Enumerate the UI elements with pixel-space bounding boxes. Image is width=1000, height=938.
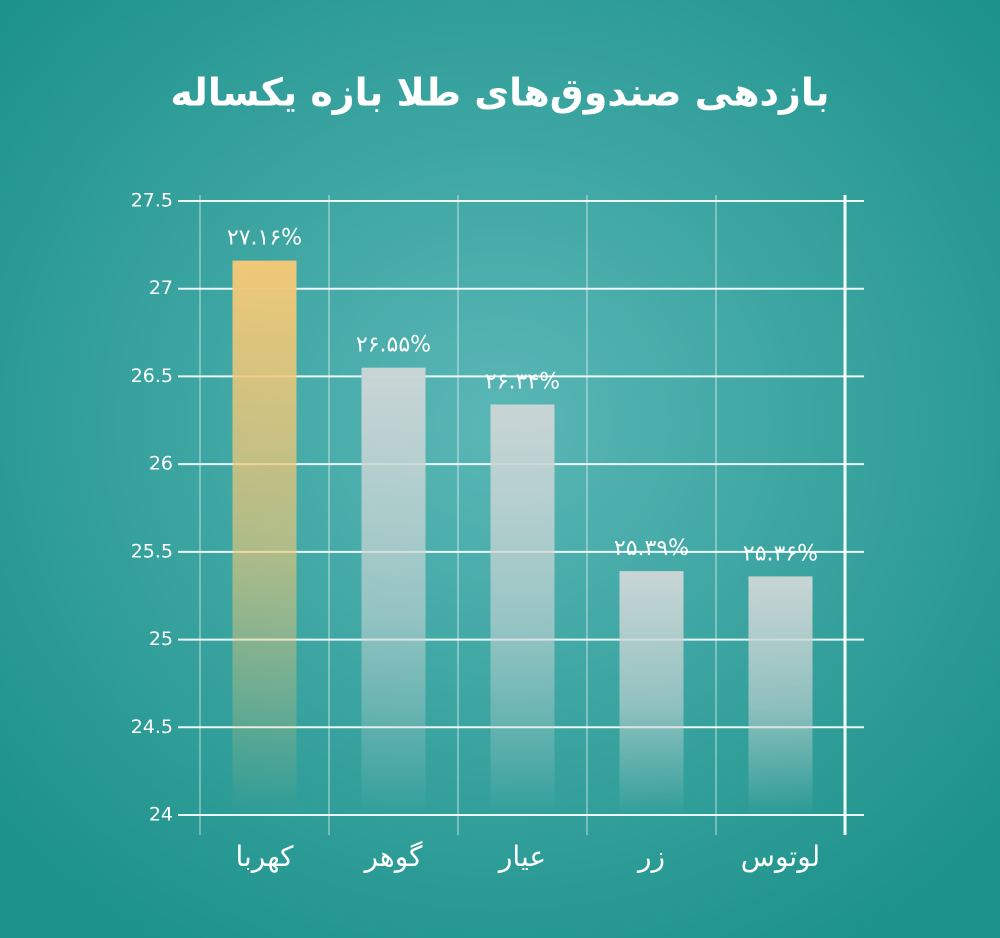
value-label: ۲۶.۳۴% — [485, 369, 560, 394]
x-tick-label: کهربا — [235, 840, 294, 873]
y-tick-label: 26 — [149, 453, 173, 475]
chart-title: بازدهی صندوق‌های طلا بازه یکساله — [171, 71, 830, 116]
y-tick-label: 24 — [149, 804, 173, 826]
x-tick-label: عیار — [497, 840, 546, 873]
value-label: ۲۶.۵۵% — [356, 333, 431, 358]
value-label: ۲۵.۳۹% — [614, 536, 689, 561]
y-tick-label: 26.5 — [131, 365, 173, 387]
bar — [619, 571, 684, 815]
x-tick-label: زر — [636, 840, 665, 873]
x-tick-label: لوتوس — [741, 840, 820, 873]
bar — [490, 404, 555, 815]
bar — [232, 260, 297, 815]
bar — [361, 367, 426, 815]
y-tick-label: 24.5 — [131, 716, 173, 738]
y-tick-label: 25.5 — [131, 540, 173, 562]
y-tick-label: 27.5 — [131, 190, 173, 212]
y-tick-label: 27 — [149, 277, 173, 299]
value-label: ۲۵.۳۶% — [743, 541, 818, 566]
y-tick-label: 25 — [149, 628, 173, 650]
bar — [748, 576, 813, 815]
value-label: ۲۷.۱۶% — [227, 226, 302, 251]
x-tick-label: گوهر — [362, 840, 423, 873]
